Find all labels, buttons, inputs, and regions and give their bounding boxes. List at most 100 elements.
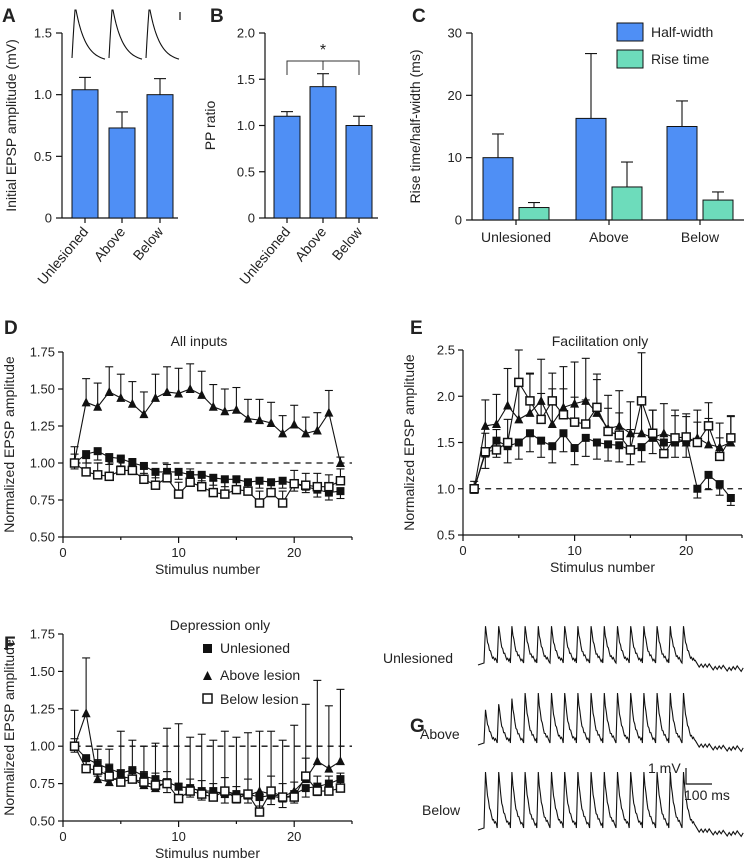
voltage-trace-below (477, 771, 744, 838)
y-tick-label: 0.5 (34, 149, 52, 164)
legend-marker-unlesioned (203, 644, 212, 653)
y-tick-label: 1.75 (30, 627, 55, 642)
marker-above (335, 756, 345, 766)
marker-below (289, 792, 299, 802)
marker-above (491, 419, 501, 428)
chart-title: All inputs (171, 333, 228, 349)
y-tick-label: 1.50 (30, 382, 55, 397)
marker-unlesioned (604, 440, 613, 449)
marker-below (558, 410, 569, 420)
marker-unlesioned (336, 487, 345, 496)
marker-below (185, 477, 195, 487)
series-open-square (469, 349, 736, 494)
marker-above (104, 777, 114, 787)
marker-above (704, 439, 714, 449)
y-tick-label: 1.75 (30, 345, 55, 360)
y-tick-label: 10 (448, 150, 462, 165)
bar-rise-time (611, 186, 643, 221)
marker-above (266, 418, 276, 428)
marker-unlesioned (693, 484, 702, 493)
x-tick-label: 20 (287, 545, 301, 560)
epsp-trace (71, 9, 106, 60)
marker-unlesioned (514, 438, 523, 447)
y-tick-label: 0 (248, 211, 255, 226)
marker-below (254, 807, 265, 817)
marker-below (127, 465, 138, 476)
x-tick-label: Above (292, 223, 330, 264)
trace-label-below: Below (422, 802, 461, 818)
marker-below (614, 430, 624, 440)
marker-below (104, 471, 114, 482)
epsp-trace (108, 9, 143, 60)
y-tick-label: 1.5 (237, 72, 255, 87)
x-tick-label: 20 (287, 829, 301, 844)
voltage-trace-above (477, 692, 744, 753)
marker-above (127, 398, 137, 408)
marker-above (185, 384, 195, 393)
legend-label-half-width: Half-width (651, 24, 713, 40)
significance-bracket: * (286, 42, 360, 75)
series-open-square (69, 453, 346, 508)
y-tick-label: 0.5 (237, 164, 255, 179)
bar-rise-time (518, 207, 550, 221)
y-tick-label: 2.0 (437, 389, 455, 404)
marker-below (289, 478, 299, 489)
y-tick-label: 0 (455, 213, 462, 228)
marker-above (197, 389, 207, 399)
marker-above (150, 392, 160, 402)
marker-below (266, 487, 276, 498)
y-tick-label: 1.00 (30, 456, 55, 471)
legend-label-above: Above lesion (220, 667, 300, 683)
panel-letter-f: F (4, 634, 16, 655)
chart-title: Depression only (170, 617, 270, 633)
y-axis-title: Normalized EPSP amplitude (1, 356, 17, 533)
marker-unlesioned (615, 441, 624, 450)
legend-marker-above (203, 671, 212, 680)
marker-above (312, 425, 322, 435)
marker-unlesioned (301, 784, 310, 793)
marker-above (81, 708, 91, 718)
x-axis-title: Stimulus number (155, 845, 260, 861)
y-axis-title: Normalized EPSP amplitude (1, 639, 17, 816)
marker-unlesioned (278, 476, 287, 485)
x-axis-title: Stimulus number (550, 559, 655, 575)
marker-below (162, 778, 172, 789)
epsp-inset-traces (71, 9, 181, 60)
marker-unlesioned (82, 450, 91, 459)
marker-above (162, 386, 172, 396)
marker-below (243, 486, 253, 496)
marker-below (92, 765, 103, 775)
marker-below (139, 777, 149, 787)
marker-unlesioned (581, 433, 590, 442)
x-tick-label: 0 (459, 543, 466, 558)
y-axis-title: PP ratio (202, 101, 218, 151)
y-axis-title: Rise time/half-width (ms) (407, 49, 423, 203)
x-tick-label: Above (589, 229, 629, 245)
marker-below (581, 419, 591, 429)
marker-below (659, 448, 669, 459)
marker-below (301, 480, 311, 490)
bar-value (273, 115, 301, 219)
y-tick-label: 1.0 (34, 87, 52, 102)
x-tick-label: 10 (171, 829, 185, 844)
y-tick-label: 0.50 (30, 530, 55, 545)
marker-below (502, 437, 513, 448)
legend-c: Half-width Rise time (616, 22, 713, 69)
x-tick-label: Unlesioned (34, 224, 91, 288)
x-tick-label: 10 (567, 543, 581, 558)
marker-below (625, 445, 636, 455)
marker-below (726, 433, 736, 443)
marker-below (670, 433, 680, 443)
bar-value (309, 86, 337, 219)
marker-above (255, 415, 265, 425)
y-tick-label: 1.0 (437, 481, 455, 496)
marker-below (592, 402, 602, 413)
marker-below (173, 489, 184, 499)
marker-below (231, 793, 242, 804)
marker-below (81, 467, 91, 477)
marker-below (92, 470, 103, 480)
marker-below (127, 774, 138, 784)
marker-below (277, 498, 288, 508)
